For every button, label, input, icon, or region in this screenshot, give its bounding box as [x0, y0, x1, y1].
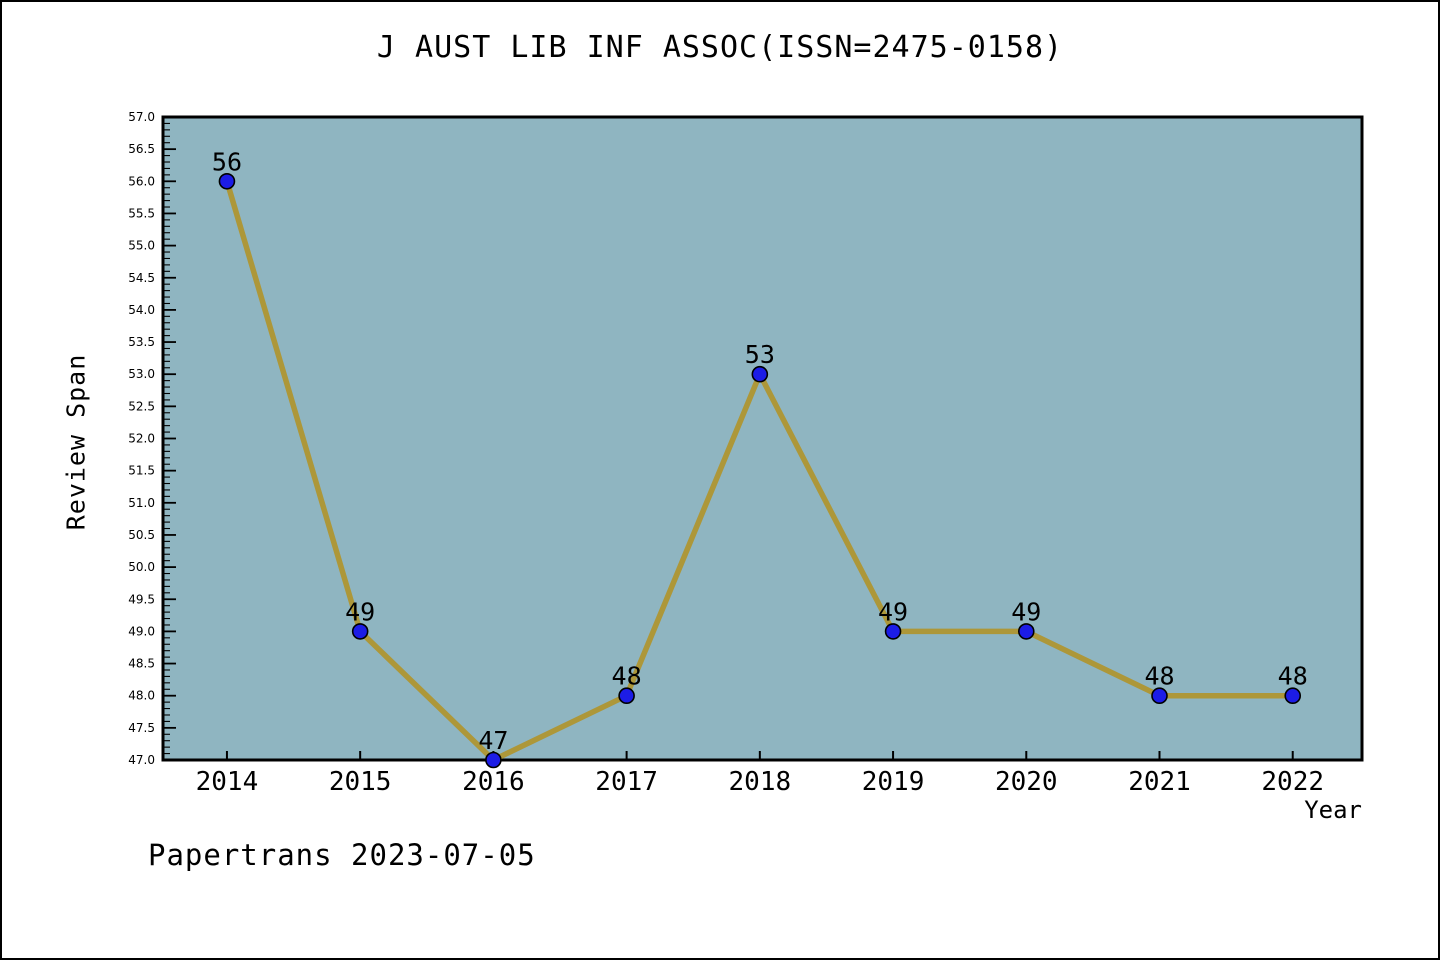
- x-tick-label: 2022: [1261, 767, 1324, 797]
- y-tick-label: 54.5: [128, 271, 155, 285]
- x-tick-label: 2015: [329, 767, 392, 797]
- y-tick-label: 54.0: [128, 303, 155, 317]
- x-tick-label: 2017: [595, 767, 658, 797]
- data-point: [485, 751, 502, 769]
- y-tick-label: 57.0: [128, 110, 155, 124]
- y-tick-label: 56.5: [128, 142, 155, 156]
- data-point: [1284, 687, 1302, 705]
- x-tick-label: 2014: [196, 767, 259, 797]
- x-tick-label: 2016: [462, 767, 525, 797]
- y-tick-label: 48.5: [128, 657, 155, 671]
- y-tick-label: 47.0: [128, 753, 155, 767]
- data-point-label: 53: [745, 340, 775, 369]
- y-tick-label: 51.0: [128, 496, 155, 510]
- data-point-label: 49: [1011, 597, 1041, 626]
- data-point-label: 48: [1144, 662, 1174, 691]
- data-point: [884, 623, 902, 640]
- y-tick-label: 50.0: [128, 560, 155, 574]
- chart-title: J AUST LIB INF ASSOC(ISSN=2475-0158): [376, 30, 1064, 65]
- data-point-label: 47: [478, 726, 508, 755]
- data-point-label: 49: [345, 597, 375, 626]
- data-point: [1017, 623, 1035, 640]
- y-tick-label: 55.5: [128, 206, 155, 220]
- data-point: [218, 173, 236, 190]
- y-tick-label: 48.0: [128, 689, 155, 703]
- data-point: [751, 365, 769, 383]
- footer-watermark: Papertrans 2023-07-05: [148, 838, 536, 872]
- data-point: [618, 687, 635, 705]
- y-tick-label: 51.5: [128, 464, 155, 478]
- x-tick-label: 2020: [995, 767, 1058, 797]
- y-tick-label: 47.5: [128, 721, 155, 735]
- data-point: [351, 623, 369, 640]
- data-point: [1151, 687, 1168, 705]
- y-tick-label: 56.0: [128, 174, 155, 188]
- data-point-label: 49: [878, 597, 908, 626]
- data-point-label: 56: [212, 147, 242, 176]
- y-tick-label: 52.0: [128, 432, 155, 446]
- y-tick-label: 52.5: [128, 399, 155, 413]
- y-tick-label: 53.0: [128, 367, 155, 381]
- y-tick-label: 50.5: [128, 528, 155, 542]
- data-point-label: 48: [612, 662, 642, 691]
- data-point-label: 48: [1278, 662, 1308, 691]
- x-tick-label: 2021: [1128, 767, 1191, 797]
- y-tick-label: 49.5: [128, 592, 155, 606]
- plot-frame: [161, 115, 1364, 762]
- x-tick-label: 2019: [862, 767, 925, 797]
- y-axis-title: Review Span: [61, 353, 91, 531]
- y-tick-label: 55.0: [128, 239, 155, 253]
- y-tick-label: 53.5: [128, 335, 155, 349]
- y-tick-label: 49.0: [128, 624, 155, 638]
- x-tick-label: 2018: [729, 767, 792, 797]
- plot-area: [163, 117, 1362, 760]
- x-axis-title: Year: [1304, 796, 1362, 824]
